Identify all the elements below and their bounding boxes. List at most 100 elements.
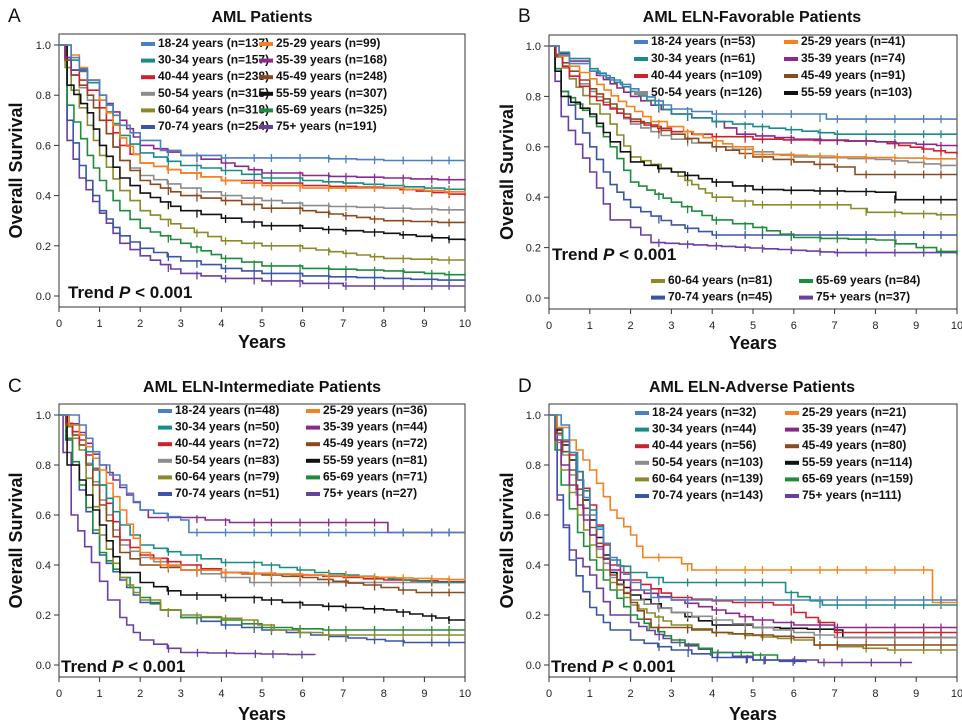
x-tick-label: 1 xyxy=(97,688,103,700)
legend-swatch xyxy=(784,91,798,95)
x-tick-label: 0 xyxy=(546,688,552,700)
x-tick-label: 9 xyxy=(421,688,427,700)
survival-curve xyxy=(59,414,466,581)
y-tick-label: 0.6 xyxy=(526,142,541,154)
legend-swatch xyxy=(141,108,155,113)
survival-curve xyxy=(59,414,465,534)
legend-label: 30-34 years (n=50) xyxy=(175,420,279,434)
x-tick-label: 7 xyxy=(832,688,838,700)
legend: 18-24 years (n=53) 25-29 years (n=41) 30-3… xyxy=(634,34,920,304)
legend-swatch xyxy=(141,125,155,129)
survival-curve xyxy=(59,44,466,261)
legend-label: 18-24 years (n=48) xyxy=(175,403,279,417)
y-tick-label: 1.0 xyxy=(36,410,51,422)
legend-swatch xyxy=(158,458,172,463)
legend-swatch xyxy=(259,58,273,63)
legend-swatch xyxy=(635,460,649,465)
y-tick-label: 0.0 xyxy=(526,660,541,672)
y-axis-title: Overall Survival xyxy=(6,472,26,608)
y-tick-label: 0.6 xyxy=(36,140,51,152)
y-tick-label: 0.6 xyxy=(36,510,51,522)
y-tick-label: 0.4 xyxy=(36,560,51,572)
legend-swatch xyxy=(784,40,798,44)
y-tick-label: 0.8 xyxy=(526,460,541,472)
p-symbol: P xyxy=(119,283,131,302)
x-tick-label: 10 xyxy=(459,318,471,330)
x-tick-label: 9 xyxy=(421,318,427,330)
p-value: < 0.001 xyxy=(130,283,192,302)
legend-swatch xyxy=(651,295,665,300)
p-symbol: P xyxy=(603,245,615,264)
x-tick-label: 1 xyxy=(97,318,103,330)
legend-swatch xyxy=(635,411,649,415)
x-tick-label: 7 xyxy=(340,688,346,700)
survival-curve xyxy=(59,44,466,276)
p-value: < 0.001 xyxy=(614,245,676,264)
x-tick-label: 1 xyxy=(587,320,593,332)
legend-swatch xyxy=(785,444,799,449)
legend-label: 50-54 years (n=315) xyxy=(158,86,269,100)
legend-swatch xyxy=(306,475,320,480)
survival-curve xyxy=(59,44,466,211)
legend-label: 75+ years (n=37) xyxy=(816,290,910,304)
legend-label: 50-54 years (n=83) xyxy=(175,453,279,467)
x-axis-title: Years xyxy=(729,704,777,723)
legend-label: 60-64 years (n=79) xyxy=(175,469,279,483)
y-tick-label: 0.0 xyxy=(36,660,51,672)
survival-curve xyxy=(549,45,957,201)
legend-label: 30-34 years (n=157) xyxy=(158,53,269,67)
legend-label: 70-74 years (n=45) xyxy=(668,290,772,304)
x-tick-label: 5 xyxy=(750,688,756,700)
survival-curve xyxy=(59,414,466,583)
legend-label: 40-44 years (n=72) xyxy=(175,436,279,450)
y-axis-title: Overall Survival xyxy=(497,472,517,608)
legend-swatch xyxy=(635,494,649,498)
legend-swatch xyxy=(634,57,648,61)
p-value: < 0.001 xyxy=(123,657,185,676)
y-tick-label: 0.4 xyxy=(526,560,541,572)
curves xyxy=(59,44,466,290)
legend-label: 65-69 years (n=71) xyxy=(323,469,427,483)
survival-curve xyxy=(549,45,957,236)
legend-label: 25-29 years (n=99) xyxy=(276,36,380,50)
x-tick-label: 4 xyxy=(709,320,715,332)
x-tick-label: 5 xyxy=(750,320,756,332)
y-tick-label: 0.0 xyxy=(526,293,541,305)
legend-swatch xyxy=(259,108,273,113)
legend-swatch xyxy=(259,125,273,129)
legend-label: 70-74 years (n=51) xyxy=(175,486,279,500)
y-tick-label: 0.6 xyxy=(526,510,541,522)
p-value: < 0.001 xyxy=(613,657,675,676)
survival-curve xyxy=(549,45,957,135)
legend-swatch xyxy=(306,425,320,430)
curves xyxy=(549,414,957,667)
x-tick-label: 3 xyxy=(178,318,184,330)
survival-curve xyxy=(549,414,957,604)
trend-label: Trend xyxy=(61,657,112,676)
legend-label: 55-59 years (n=307) xyxy=(276,86,387,100)
x-tick-label: 10 xyxy=(459,688,471,700)
legend-swatch xyxy=(635,427,649,432)
x-tick-label: 3 xyxy=(668,320,674,332)
y-tick-label: 1.0 xyxy=(526,41,541,53)
legend-label: 45-49 years (n=80) xyxy=(802,438,906,452)
legend-swatch xyxy=(785,411,799,415)
x-tick-label: 6 xyxy=(300,688,306,700)
legend-label: 65-69 years (n=159) xyxy=(802,471,913,485)
panel-title: AML ELN-Adverse Patients xyxy=(649,379,855,396)
trend-annotation: Trend P < 0.001 xyxy=(61,657,185,676)
legend-swatch xyxy=(785,477,799,482)
y-tick-label: 0.2 xyxy=(526,243,541,255)
trend-annotation: Trend P < 0.001 xyxy=(552,245,676,264)
legend-swatch xyxy=(158,409,172,413)
legend-label: 25-29 years (n=21) xyxy=(802,405,906,419)
legend-label: 65-69 years (n=325) xyxy=(276,102,387,116)
legend-swatch xyxy=(158,442,172,447)
legend-swatch xyxy=(141,42,155,46)
x-tick-label: 3 xyxy=(178,688,184,700)
legend-label: 25-29 years (n=36) xyxy=(323,403,427,417)
x-tick-label: 7 xyxy=(340,318,346,330)
x-tick-label: 2 xyxy=(628,688,634,700)
panel-d: D AML ELN-Adverse Patients 0.0 0.2 0.4 0.6 0.8… xyxy=(497,376,962,723)
